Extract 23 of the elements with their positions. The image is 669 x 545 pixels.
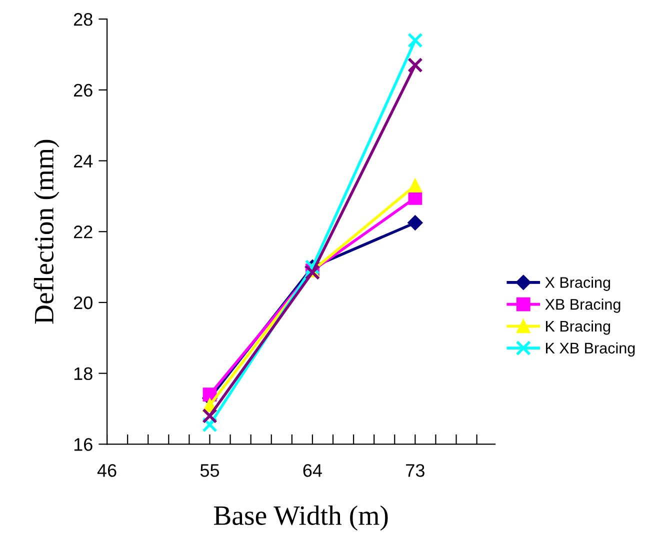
y-tick-label: 24 [74, 154, 93, 168]
y-tick-label: 22 [74, 226, 92, 238]
legend-label: K Bracing [546, 320, 610, 335]
point [408, 191, 422, 205]
y-tick-label: 28 [74, 13, 92, 26]
y-tick-label: 26 [74, 84, 92, 97]
y-tick-label: 18 [74, 367, 92, 380]
y-tick-label: 16 [74, 438, 92, 451]
point [202, 408, 218, 424]
point [408, 32, 423, 48]
point [408, 178, 422, 193]
point [408, 215, 423, 230]
legend-label: X Bracing [545, 276, 610, 291]
y-tick-label: 20 [74, 296, 92, 310]
legend-label: XB Bracing [545, 298, 620, 313]
x-tick-label: 55 [200, 464, 220, 477]
legend-label: K XB Bracing [546, 342, 635, 357]
x-tick-label: 64 [303, 464, 322, 477]
x-tick-label: 46 [97, 464, 116, 477]
y-axis-title: Deflection (mm) [34, 140, 60, 324]
x-axis-title: Base Width (m) [214, 505, 388, 531]
x-tick-label: 73 [406, 464, 424, 477]
point [408, 57, 423, 73]
